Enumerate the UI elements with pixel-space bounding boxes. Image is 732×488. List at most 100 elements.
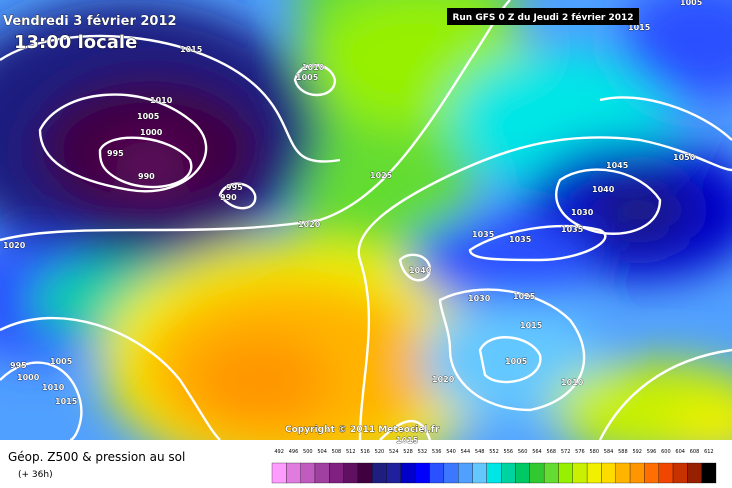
scale-label: 604 bbox=[675, 449, 685, 455]
isobar-label: 1020 bbox=[432, 375, 455, 384]
isobar-label: 1040 bbox=[592, 185, 615, 194]
date-title: Vendredi 3 février 2012 bbox=[3, 14, 177, 29]
scale-swatch bbox=[443, 462, 459, 484]
scale-label: 540 bbox=[446, 449, 456, 455]
scale-label: 528 bbox=[403, 449, 413, 455]
isobar-label: 1020 bbox=[3, 241, 26, 250]
scale-label: 508 bbox=[332, 449, 342, 455]
scale-label: 512 bbox=[346, 449, 356, 455]
run-info: Run GFS 0 Z du Jeudi 2 février 2012 bbox=[452, 12, 633, 23]
scale-swatch bbox=[501, 462, 516, 484]
scale-label: 532 bbox=[418, 449, 428, 455]
isobar-label: 1000 bbox=[17, 373, 40, 382]
scale-label: 572 bbox=[561, 449, 571, 455]
isobar-label: 1010 bbox=[150, 96, 173, 105]
isobar-label: 1015 bbox=[520, 321, 543, 330]
isobar-labels: 1015101010051010100510009959909959901025… bbox=[3, 0, 703, 445]
scale-label: 580 bbox=[589, 449, 599, 455]
scale-label: 544 bbox=[461, 449, 471, 455]
scale-label: 568 bbox=[547, 449, 557, 455]
scale-label: 584 bbox=[604, 449, 614, 455]
isobar-label: 1045 bbox=[606, 161, 629, 170]
isobar-label: 990 bbox=[220, 193, 237, 202]
scale-swatch bbox=[415, 462, 430, 484]
isobar-label: 1030 bbox=[468, 294, 491, 303]
isobar-label: 1040 bbox=[409, 266, 432, 275]
footer-label: Géop. Z500 & pression au sol bbox=[8, 450, 185, 464]
isobar-label: 1010 bbox=[42, 383, 65, 392]
scale-swatch bbox=[271, 462, 287, 484]
scale-swatch bbox=[529, 462, 545, 484]
footer-lead: (+ 36h) bbox=[18, 470, 53, 480]
isobar-label: 1005 bbox=[137, 112, 160, 121]
isobar-label: 1005 bbox=[505, 357, 528, 366]
scale-swatch bbox=[286, 462, 301, 484]
isobar-label: 995 bbox=[107, 149, 124, 158]
scale-swatch bbox=[429, 462, 445, 484]
scale-swatch bbox=[644, 462, 659, 484]
scale-label: 592 bbox=[632, 449, 642, 455]
scale-label: 560 bbox=[518, 449, 528, 455]
isobar-label: 1035 bbox=[509, 235, 532, 244]
scale-swatch bbox=[458, 462, 473, 484]
isobar-label: 1010 bbox=[561, 378, 584, 387]
scale-label: 536 bbox=[432, 449, 442, 455]
time-title: 13:00 locale bbox=[14, 32, 137, 53]
scale-swatch bbox=[400, 462, 416, 484]
scale-label: 556 bbox=[504, 449, 514, 455]
scale-label: 548 bbox=[475, 449, 485, 455]
isobar-label: 995 bbox=[10, 361, 27, 370]
scale-swatch bbox=[300, 462, 316, 484]
scale-swatch bbox=[601, 462, 616, 484]
scale-swatch bbox=[486, 462, 502, 484]
scale-swatch bbox=[687, 462, 702, 484]
color-scale: 492 496 500 504 508 512 516 520 524 528 532 536 540 5… bbox=[271, 449, 717, 484]
scale-label: 608 bbox=[690, 449, 700, 455]
scale-label: 600 bbox=[661, 449, 671, 455]
scale-swatch bbox=[658, 462, 674, 484]
scale-swatch bbox=[701, 462, 717, 484]
isobar-label: 995 bbox=[226, 183, 243, 192]
scale-label: 552 bbox=[489, 449, 499, 455]
run-box bbox=[447, 8, 639, 25]
scale-swatch bbox=[314, 462, 330, 484]
isobar-label: 1015 bbox=[396, 436, 419, 445]
scale-label: 520 bbox=[375, 449, 385, 455]
isobar-label: 1020 bbox=[298, 220, 321, 229]
isobar-label: 1030 bbox=[571, 208, 594, 217]
scale-label: 564 bbox=[532, 449, 542, 455]
isobars bbox=[0, 0, 732, 442]
scale-swatch bbox=[372, 462, 387, 484]
scale-swatch bbox=[629, 462, 645, 484]
scale-swatch bbox=[343, 462, 359, 484]
isobar-label: 1005 bbox=[296, 73, 319, 82]
isobar-label: 1025 bbox=[370, 171, 393, 180]
scale-label: 612 bbox=[704, 449, 714, 455]
copyright: Copyright © 2011 Meteociel.fr bbox=[285, 425, 440, 435]
isobar-label: 1005 bbox=[50, 357, 73, 366]
scale-swatch bbox=[586, 462, 602, 484]
scale-label: 500 bbox=[303, 449, 313, 455]
scale-swatch bbox=[615, 462, 631, 484]
scale-label: 588 bbox=[618, 449, 628, 455]
isobar-label: 1050 bbox=[673, 153, 696, 162]
isobar-label: 990 bbox=[138, 172, 155, 181]
isobar-label: 1010 bbox=[302, 63, 325, 72]
scale-swatch bbox=[672, 462, 688, 484]
scale-label: 504 bbox=[317, 449, 327, 455]
scale-swatch bbox=[572, 462, 588, 484]
isobar-label: 1000 bbox=[140, 128, 163, 137]
scale-label: 496 bbox=[289, 449, 299, 455]
scale-swatch bbox=[515, 462, 530, 484]
scale-label: 524 bbox=[389, 449, 399, 455]
scale-label: 576 bbox=[575, 449, 585, 455]
isobar-label: 1035 bbox=[561, 225, 584, 234]
scale-swatch bbox=[543, 462, 559, 484]
scale-swatch bbox=[329, 462, 344, 484]
scale-swatch bbox=[357, 462, 373, 484]
scale-label: 596 bbox=[647, 449, 657, 455]
scale-swatch bbox=[472, 462, 487, 484]
isobar-label: 1015 bbox=[55, 397, 78, 406]
isobar-label: 1025 bbox=[513, 292, 536, 301]
